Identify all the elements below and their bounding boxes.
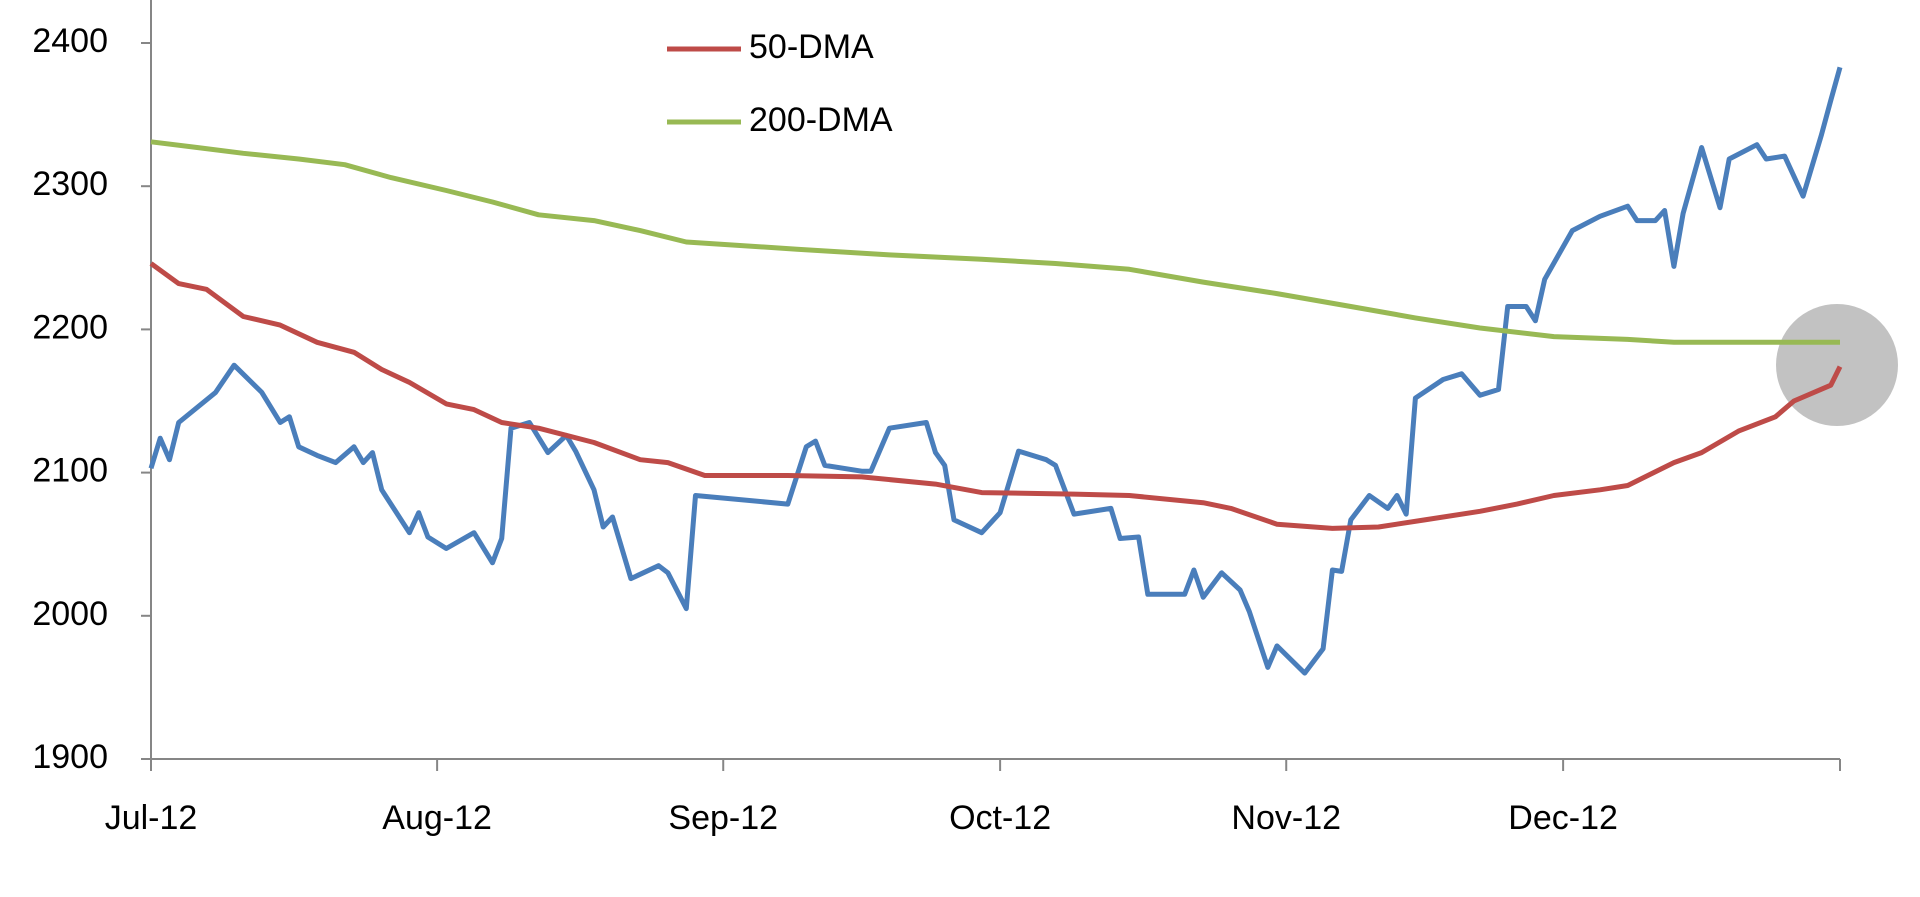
x-tick-label: Aug-12: [382, 799, 492, 837]
x-tick-label: Sep-12: [668, 799, 778, 837]
series-line: [150, 139, 1840, 345]
x-tick-label: Jul-12: [105, 799, 198, 837]
y-tick-label: 1900: [32, 738, 108, 776]
y-tick-label: 2100: [32, 452, 108, 490]
y-tick-label: 2200: [32, 308, 108, 346]
x-tick-label: Nov-12: [1231, 799, 1341, 837]
x-tick-label: Oct-12: [949, 799, 1051, 837]
series-line: [148, 66, 1843, 676]
y-tick-label: 2300: [32, 165, 108, 203]
legend-label: 200-DMA: [749, 101, 893, 139]
legend-label: 50-DMA: [749, 28, 874, 66]
highlight-circle: [1776, 304, 1898, 426]
y-tick-label: 2400: [32, 22, 108, 60]
series-line: [149, 261, 1843, 531]
y-tick-label: 2000: [32, 595, 108, 633]
x-tick-label: Dec-12: [1508, 799, 1618, 837]
